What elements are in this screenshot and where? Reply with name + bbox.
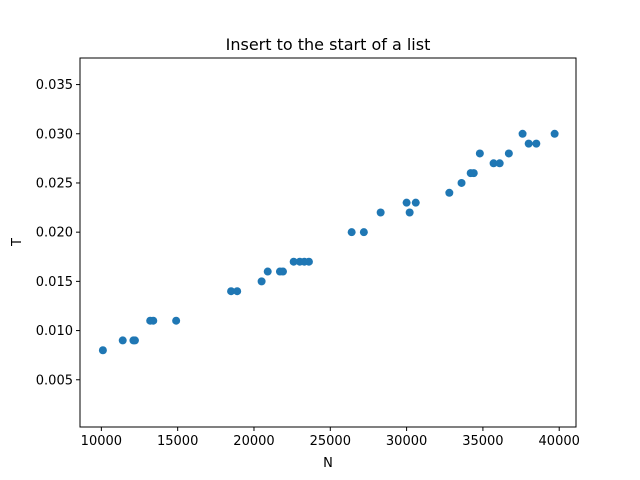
y-axis-label: T bbox=[10, 238, 25, 247]
x-tick-label: 35000 bbox=[462, 434, 503, 449]
data-point bbox=[402, 198, 411, 207]
data-point bbox=[263, 267, 272, 276]
data-point bbox=[524, 139, 533, 148]
data-point bbox=[227, 287, 236, 296]
data-point bbox=[376, 208, 385, 217]
x-tick-label: 15000 bbox=[157, 434, 198, 449]
x-axis-label: N bbox=[323, 456, 333, 471]
data-point bbox=[518, 129, 527, 138]
y-tick-label: 0.035 bbox=[36, 78, 73, 93]
data-point bbox=[278, 267, 287, 276]
data-point bbox=[495, 159, 504, 168]
data-point bbox=[149, 316, 158, 325]
data-point bbox=[233, 287, 242, 296]
x-axis-ticks: 10000 15000 20000 25000 30000 35000 40000 bbox=[81, 427, 580, 449]
axes-frame bbox=[79, 57, 577, 428]
x-tick-label: 30000 bbox=[386, 434, 427, 449]
y-tick-label: 0.005 bbox=[36, 373, 73, 388]
data-point bbox=[257, 277, 266, 286]
data-point bbox=[359, 228, 368, 237]
data-point bbox=[411, 198, 420, 207]
data-point bbox=[304, 257, 313, 266]
data-point bbox=[98, 346, 107, 355]
data-point bbox=[550, 129, 559, 138]
data-points bbox=[98, 129, 559, 355]
data-point bbox=[118, 336, 127, 345]
chart-title: Insert to the start of a list bbox=[226, 35, 431, 54]
x-tick-label: 20000 bbox=[233, 434, 274, 449]
x-tick-label: 10000 bbox=[81, 434, 122, 449]
y-tick-label: 0.025 bbox=[36, 176, 73, 191]
data-point bbox=[172, 316, 181, 325]
data-point bbox=[445, 188, 454, 197]
data-point bbox=[489, 159, 498, 168]
data-point bbox=[130, 336, 139, 345]
data-point bbox=[347, 228, 356, 237]
x-tick-label: 40000 bbox=[539, 434, 580, 449]
data-point bbox=[405, 208, 414, 217]
data-point bbox=[475, 149, 484, 158]
y-tick-label: 0.015 bbox=[36, 275, 73, 290]
data-point bbox=[457, 178, 466, 187]
y-tick-label: 0.030 bbox=[36, 127, 73, 142]
data-point bbox=[504, 149, 513, 158]
data-point bbox=[289, 257, 298, 266]
data-point bbox=[469, 169, 478, 178]
y-tick-label: 0.020 bbox=[36, 226, 73, 241]
y-axis-ticks: 0.005 0.010 0.015 0.020 0.025 0.030 0.035 bbox=[36, 78, 80, 388]
y-tick-label: 0.010 bbox=[36, 324, 73, 339]
x-tick-label: 25000 bbox=[310, 434, 351, 449]
data-point bbox=[532, 139, 541, 148]
